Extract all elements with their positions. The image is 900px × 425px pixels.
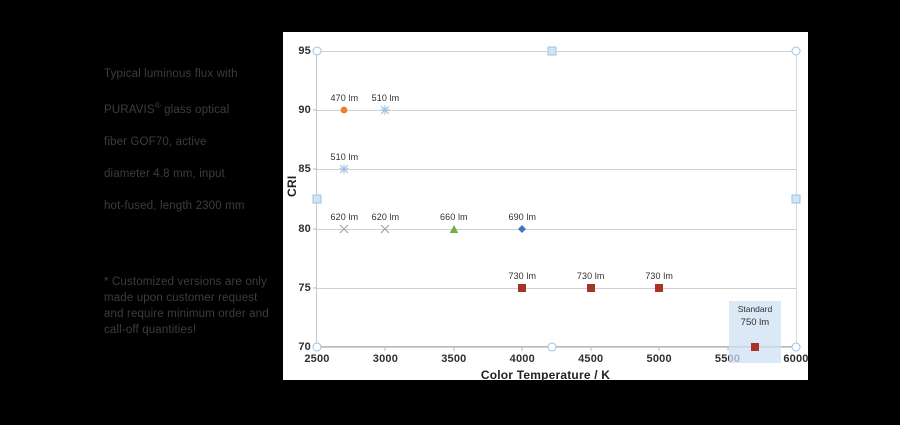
data-point-2700-90[interactable] — [338, 104, 350, 116]
data-point-3500-80[interactable] — [448, 223, 460, 235]
x-tick-label-6000: 6000 — [783, 353, 809, 365]
handle-top-left[interactable] — [312, 46, 322, 56]
data-point-2700-80[interactable] — [338, 223, 350, 235]
data-point-5000-75[interactable] — [653, 282, 665, 294]
handle-bottom-right[interactable] — [791, 342, 801, 352]
y-tick-label-90: 90 — [298, 104, 311, 117]
caption-line-2b: glass optical — [160, 103, 230, 116]
data-point-label-4500-75: 730 lm — [576, 270, 605, 281]
caption-footnote-customized: * Customized versions are only made upon… — [104, 276, 269, 336]
gridline-y-95 — [317, 51, 796, 52]
caption-line-1: Typical luminous flux with — [104, 68, 238, 80]
x-tick-mark-3500 — [453, 347, 455, 351]
x-tick-mark-3000 — [384, 347, 386, 351]
data-point-label-3000-90: 510 lm — [371, 93, 400, 104]
gridline-y-70 — [317, 347, 796, 348]
handle-bottom-left[interactable] — [312, 342, 322, 352]
x-tick-label-4500: 4500 — [578, 353, 604, 365]
caption-puravis-brand: PURAVIS — [104, 103, 155, 116]
data-point-4000-75[interactable] — [516, 282, 528, 294]
plot-area[interactable]: 70 75 80 85 90 95 2500 3000 3500 4000 4500 5000 550… — [298, 45, 808, 365]
data-point-label-2700-85: 510 lm — [330, 152, 359, 163]
gridline-y-80 — [317, 228, 796, 230]
x-tick-mark-4500 — [590, 347, 592, 351]
data-point-label-4000-80: 690 lm — [508, 211, 537, 222]
data-point-5700-70[interactable] — [749, 341, 761, 353]
data-point-label-2700-90: 470 lm — [330, 93, 359, 104]
chart-card[interactable]: CRI Color Temperature / K 70 75 80 85 90 95 2… — [283, 32, 808, 382]
handle-middle-left[interactable] — [312, 194, 322, 204]
standard-annotation: Standard 750 lm — [729, 303, 781, 329]
standard-annotation-title: Standard — [737, 304, 773, 314]
data-point-4000-80[interactable] — [516, 223, 528, 235]
caption-luminous-flux: Typical luminous flux with PURAVIS® glas… — [104, 50, 279, 214]
y-tick-label-85: 85 — [298, 163, 311, 176]
y-tick-label-95: 95 — [298, 45, 311, 57]
y-tick-mark-85 — [313, 168, 317, 170]
x-tick-label-3000: 3000 — [372, 353, 399, 365]
x-tick-label-4000: 4000 — [509, 353, 535, 365]
y-tick-label-75: 75 — [298, 281, 311, 294]
gridline-y-90 — [317, 110, 796, 112]
registered-trademark-icon: ® — [154, 101, 161, 110]
x-axis-line — [317, 346, 796, 347]
handle-top-center[interactable] — [547, 46, 556, 56]
x-tick-label-5000: 5000 — [646, 353, 672, 365]
x-tick-mark-5000 — [658, 347, 660, 351]
standard-highlight-box — [728, 301, 781, 363]
handle-middle-right[interactable] — [791, 194, 801, 204]
data-point-label-5000-75: 730 lm — [645, 270, 673, 281]
y-tick-mark-80 — [313, 228, 317, 230]
gridline-y-75 — [317, 287, 796, 289]
y-tick-mark-75 — [313, 287, 317, 289]
y-axis-title: CRI — [285, 175, 299, 197]
standard-annotation-value: 750 lm — [740, 317, 770, 328]
data-point-3000-90[interactable] — [379, 104, 391, 116]
x-tick-mark-5500 — [727, 347, 729, 351]
caption-line-4: diameter 4.8 mm, input — [104, 167, 225, 180]
x-tick-label-3500: 3500 — [441, 353, 467, 365]
x-axis-title: Color Temperature / K — [480, 368, 611, 382]
caption-line-3: fiber GOF70, active — [104, 135, 207, 148]
caption-line-5: hot-fused, length 2300 mm — [104, 199, 245, 212]
x-tick-mark-4000 — [521, 347, 523, 351]
gridline-y-85 — [317, 169, 796, 171]
data-point-4500-75[interactable] — [585, 282, 597, 294]
y-tick-mark-90 — [313, 109, 317, 111]
data-point-2700-85[interactable] — [338, 163, 350, 175]
y-tick-label-70: 70 — [298, 341, 311, 353]
handle-bottom-center[interactable] — [547, 342, 556, 352]
data-point-3000-80[interactable] — [379, 223, 391, 235]
data-point-label-3000-80: 620 lm — [371, 211, 400, 222]
data-point-label-2700-80: 620 lm — [330, 211, 359, 222]
data-point-label-4000-75: 730 lm — [508, 270, 537, 281]
handle-top-right[interactable] — [791, 46, 801, 56]
x-tick-label-2500: 2500 — [304, 353, 330, 365]
y-tick-label-80: 80 — [298, 222, 311, 235]
data-point-label-3500-80: 660 lm — [440, 211, 468, 222]
